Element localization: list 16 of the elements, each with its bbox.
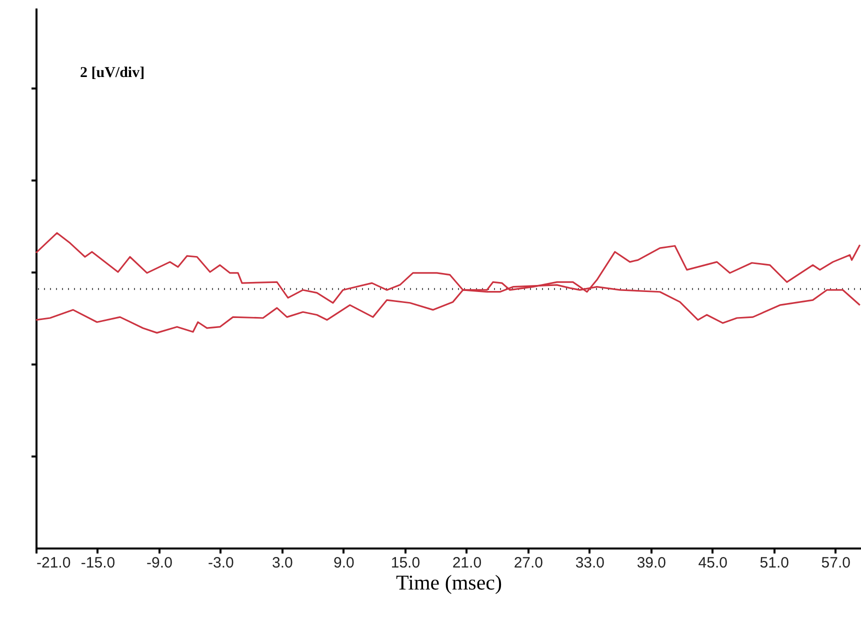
x-tick-label: -3.0 [208, 554, 234, 572]
text: 2 [uV/div] [80, 65, 145, 81]
x-tick-label: -15.0 [80, 554, 116, 572]
x-tick-label: 9.0 [334, 554, 354, 572]
x-tick-label: 21.0 [452, 554, 482, 572]
x-tick-label: 33.0 [575, 554, 605, 572]
x-tick-label: 39.0 [636, 554, 666, 572]
x-tick-label: -9.0 [146, 554, 172, 572]
x-tick-label: 51.0 [760, 554, 789, 572]
x-tick-label: 27.0 [514, 554, 544, 572]
x-axis-title: Time (msec) [396, 570, 502, 594]
x-tick-label: 15.0 [390, 554, 420, 572]
x-tick-label: -21.0 [36, 554, 71, 572]
x-tick-label: 57.0 [821, 554, 850, 572]
x-tick-label: 3.0 [272, 554, 293, 572]
x-tick-label: 45.0 [698, 554, 728, 572]
